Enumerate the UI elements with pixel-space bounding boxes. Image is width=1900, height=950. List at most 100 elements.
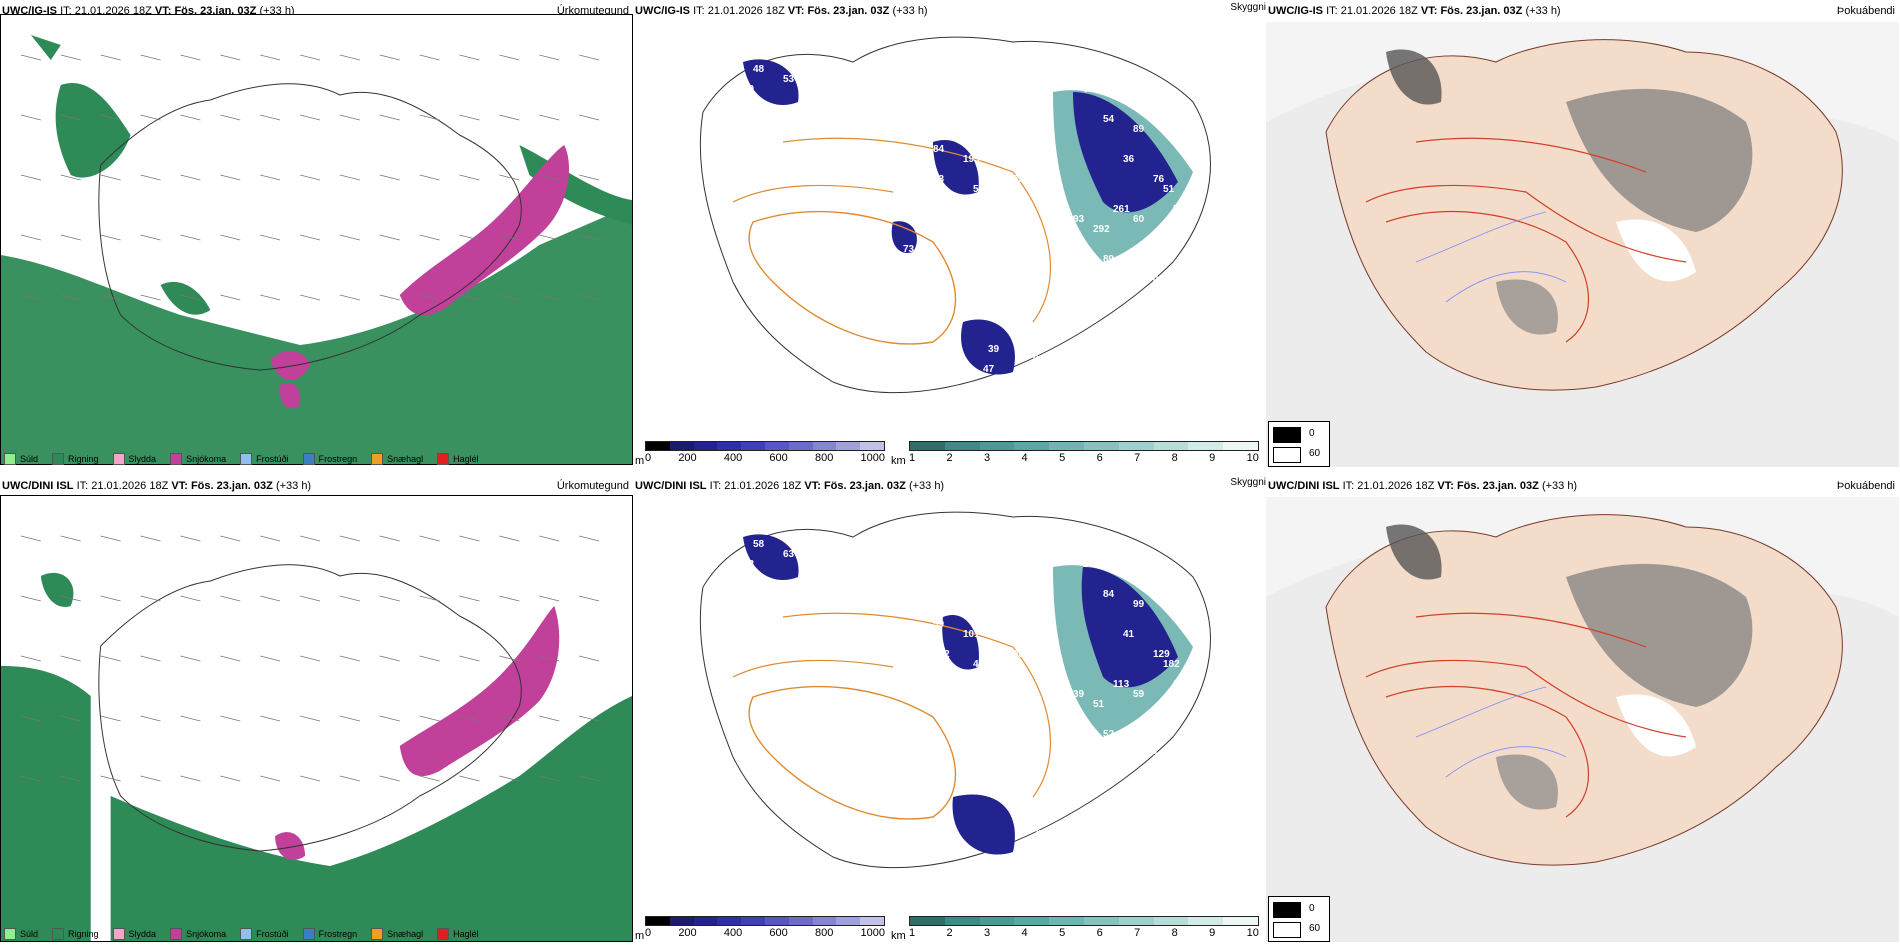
legend-swatch [52, 453, 65, 465]
ceiling-value-label: 39 [1073, 689, 1085, 700]
legend-item: Frostregn [302, 928, 357, 940]
legend-item: Snjókoma [170, 453, 226, 465]
cbar-km-ticks: 1 2 3 4 5 6 7 8 9 10 [909, 452, 1259, 464]
cbar-swatch [693, 917, 718, 925]
ceiling-value-label: 51 [1163, 184, 1175, 195]
legend-item: Haglél [437, 928, 479, 940]
ceiling-value-label: 58 [963, 729, 975, 740]
panel-title: Þokuábendi [1836, 480, 1895, 492]
cbar-tick-label: 0 [645, 452, 652, 464]
ceiling-value-label: 84 [943, 194, 955, 205]
legend-swatch [52, 928, 65, 940]
cbar-swatch [1014, 917, 1050, 925]
ceiling-value-label: 51 [1093, 699, 1105, 710]
legend-label: Snæhagl [387, 454, 424, 464]
ceiling-value-label: 89 [1133, 124, 1145, 135]
cbar-tick-label: 400 [723, 452, 743, 464]
ceiling-value-label: 59 [1133, 689, 1145, 700]
legend-swatch [170, 453, 183, 465]
ceiling-value-label: 73 [933, 174, 945, 185]
ceiling-value-label: 195 [963, 154, 980, 165]
ceiling-value-label: 78 [923, 229, 935, 240]
cbar-km-swatches [909, 916, 1259, 926]
fog-legend-dark-swatch [1273, 427, 1301, 443]
panel-header: UWC/DINI ISL IT: 21.01.2026 18Z VT: Fös.… [0, 475, 633, 497]
ceiling-title: Skyggni [1230, 477, 1266, 488]
legend-swatch [437, 453, 450, 465]
cbar-tick-label: 10 [1246, 452, 1259, 464]
model-info: UWC/IG-IS IT: 21.01.2026 18Z VT: Fös. 23… [1268, 5, 1561, 17]
ceiling-value-label: 75 [988, 204, 1000, 215]
legend-swatch [170, 928, 183, 940]
ceiling-value-label: 77 [1033, 829, 1045, 840]
legend-label: Súld [20, 929, 39, 939]
ceiling-value-label: 60 [1133, 214, 1145, 225]
cbar-tick-label: 1 [909, 927, 916, 939]
cbar-tick-label: 6 [1096, 927, 1103, 939]
cbar-tick-label: 6 [1096, 452, 1103, 464]
ceiling-value-label: 69 [1033, 284, 1045, 295]
cbar-swatch [741, 442, 765, 450]
ceiling-value-label: 10 [743, 84, 755, 95]
fog-legend-light-swatch [1273, 922, 1301, 938]
precip-type-map-svg [1, 15, 632, 464]
fog-panel-bottom: UWC/DINI ISL IT: 21.01.2026 18Z VT: Fös.… [1266, 475, 1899, 950]
panel-header: UWC/IG-IS IT: 21.01.2026 18Z VT: Fös. 23… [633, 0, 1266, 22]
fog-legend-dark-value: 0 [1309, 428, 1315, 439]
ceiling-value-label: 63 [783, 549, 795, 560]
legend-swatch [112, 453, 125, 465]
precip-type-panel-top: UWC/IG-IS IT: 21.01.2026 18Z VT: Fös. 23… [0, 0, 633, 475]
cbar-tick-label: 3 [984, 452, 991, 464]
fog-legend: 0 60 [1268, 421, 1330, 467]
legend-label: Snjókoma [186, 454, 227, 464]
fog-panel-top: UWC/IG-IS IT: 21.01.2026 18Z VT: Fös. 23… [1266, 0, 1899, 475]
legend-label: Frostúði [256, 454, 289, 464]
cbar-swatch [764, 442, 789, 450]
cbar-m-unit: m [635, 930, 645, 942]
cbar-m-ticks: 0 200 400 600 800 1000 [645, 452, 885, 464]
ceiling-value-label: 51 [1153, 749, 1165, 760]
cbar-swatch [1049, 442, 1084, 450]
cbar-swatch [1083, 917, 1119, 925]
ceiling-value-label: 85 [1013, 649, 1025, 660]
ceiling-value-label: 85 [1013, 174, 1025, 185]
cbar-swatch [1223, 917, 1258, 925]
fog-map [1266, 22, 1899, 467]
cbar-swatch [944, 917, 980, 925]
cbar-km-swatches [909, 441, 1259, 451]
cbar-swatch [693, 442, 718, 450]
ceiling-map: 58 63 63 65 59 101 29 84 99 41 129 160 75 102 33 43 58 85… [633, 497, 1266, 907]
cbar-m-swatches [645, 916, 885, 926]
ceiling-value-label: 59 [958, 234, 970, 245]
cbar-swatch [1153, 442, 1189, 450]
cbar-tick-label: 4 [1021, 452, 1028, 464]
legend-item: Snæhagl [371, 928, 423, 940]
ceiling-value-label: 93 [1073, 214, 1085, 225]
ceiling-value-label: 88 [993, 729, 1005, 740]
ceiling-value-label: 99 [1133, 599, 1145, 610]
legend-swatch [371, 928, 384, 940]
ceiling-value-label: 53 [783, 74, 795, 85]
ceiling-value-label: 63 [743, 559, 755, 570]
cbar-tick-label: 200 [678, 452, 697, 464]
legend-swatch [240, 928, 253, 940]
cbar-swatch [646, 917, 670, 925]
legend-item: Snæhagl [371, 453, 423, 465]
legend-swatch [112, 928, 125, 940]
ceiling-value-label: 129 [1153, 649, 1170, 660]
ceiling-value-label: 84 [1103, 589, 1115, 600]
ceiling-value-label: 52 [973, 184, 985, 195]
cbar-tick-label: 1000 [860, 452, 885, 464]
cbar-tick-label: 0 [645, 927, 652, 939]
ceiling-value-label: 21 [1043, 789, 1055, 800]
cbar-swatch [860, 442, 884, 450]
cbar-swatch [1083, 442, 1119, 450]
cbar-tick-label: 200 [678, 927, 697, 939]
legend-label: Snjókoma [186, 929, 227, 939]
ceiling-value-label: 58 [1133, 264, 1145, 275]
cbar-km-ticks: 1 2 3 4 5 6 7 8 9 10 [909, 927, 1259, 939]
cbar-swatch [646, 442, 670, 450]
ceiling-value-label: 75 [898, 649, 910, 660]
ceiling-value-label: 182 [1163, 659, 1180, 670]
